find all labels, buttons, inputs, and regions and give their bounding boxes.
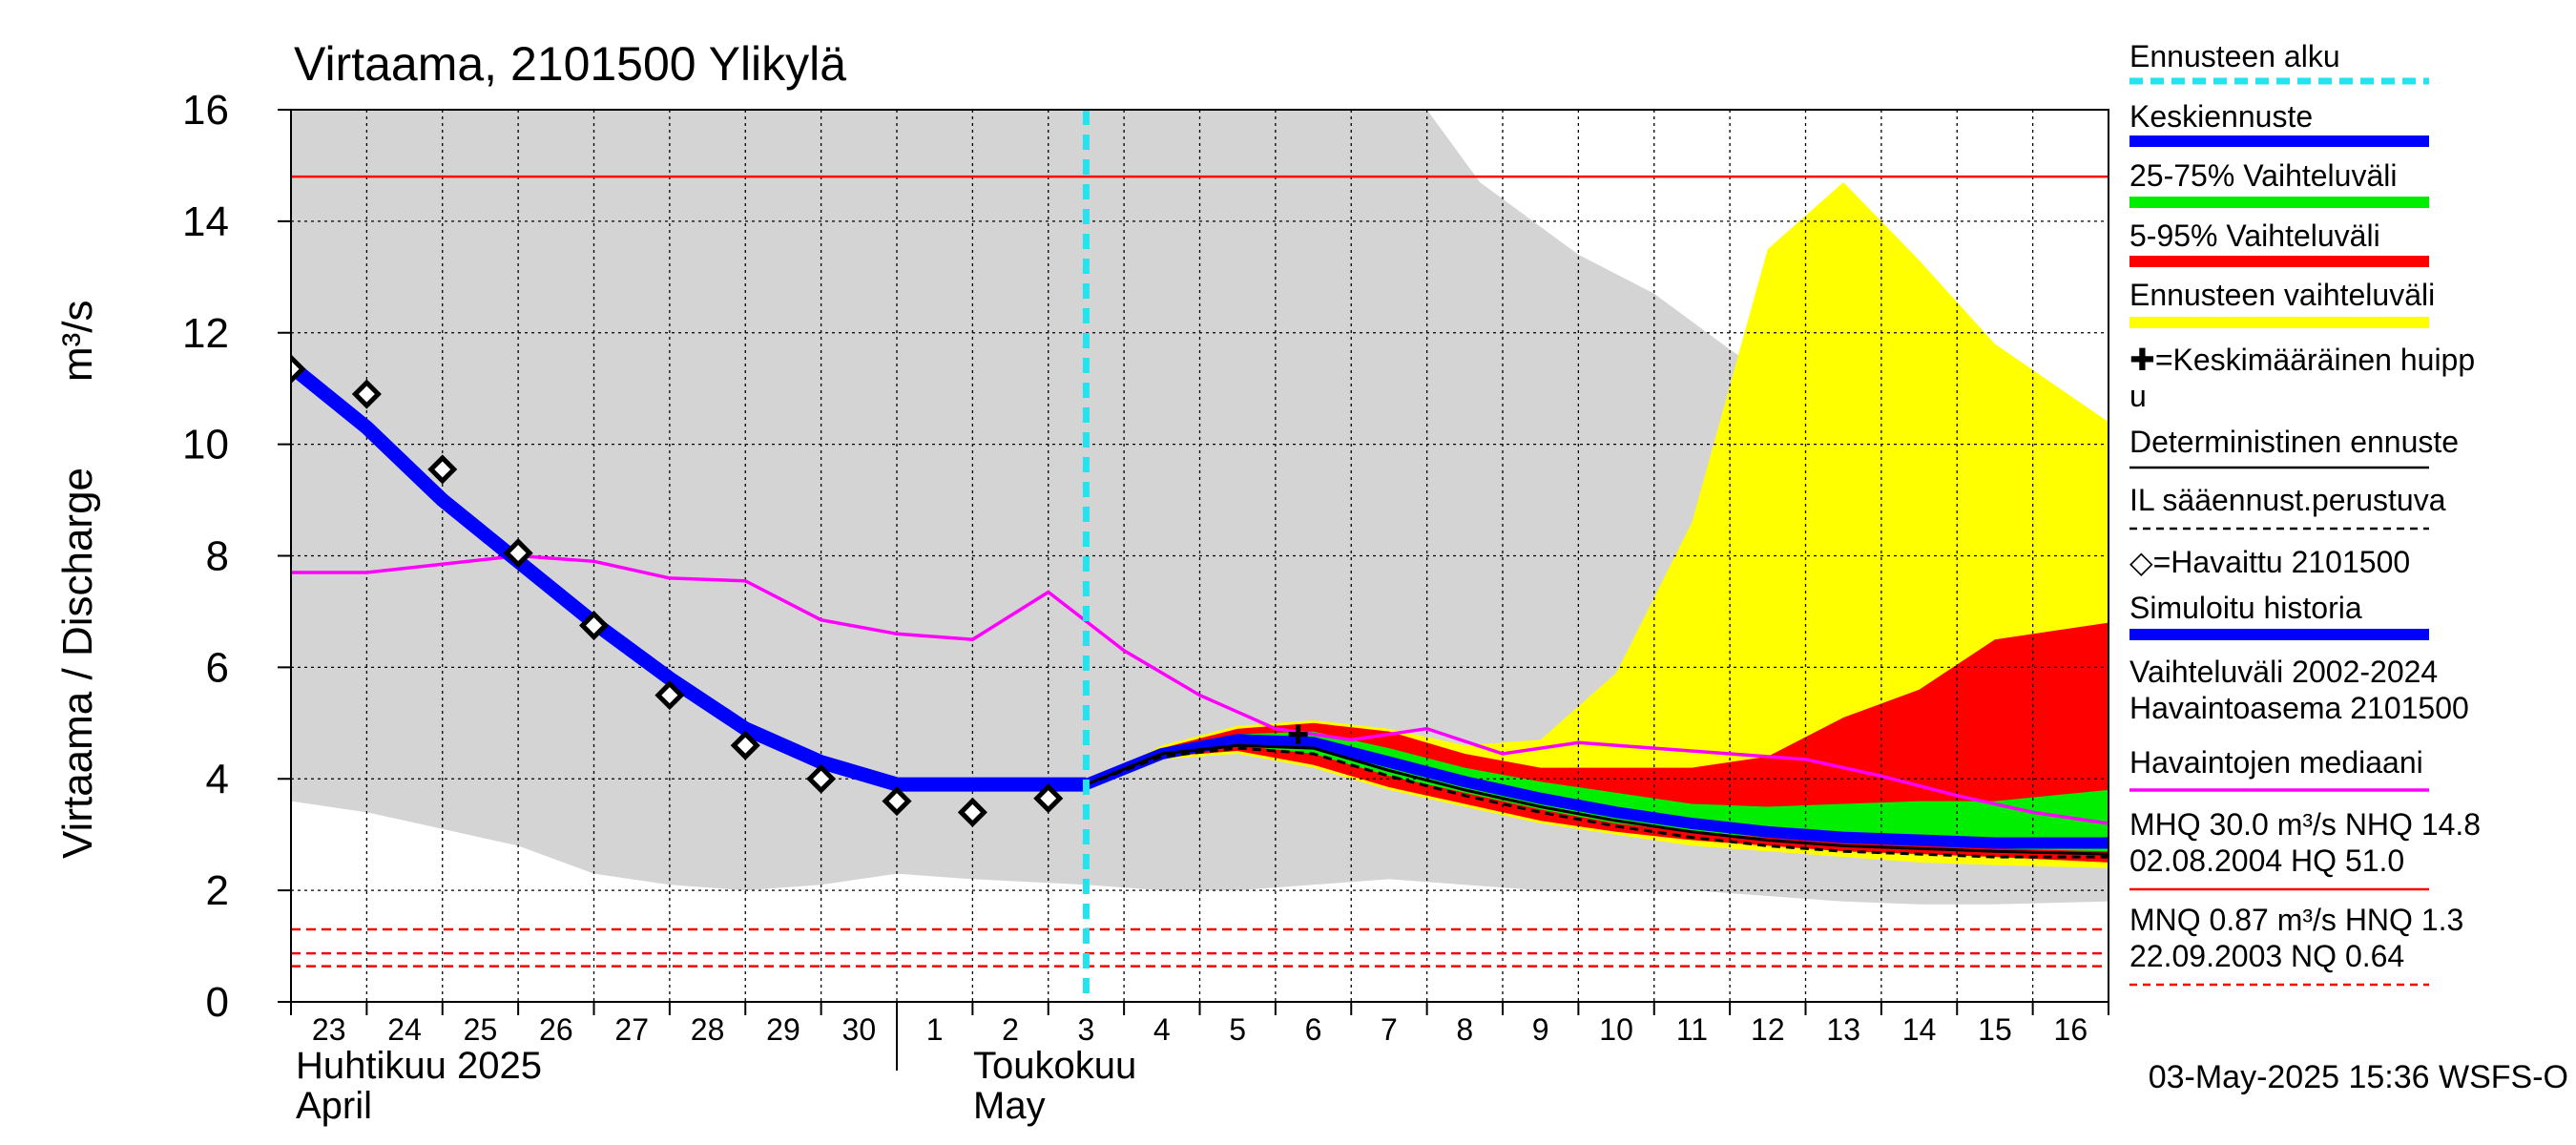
x-day-label: 9: [1532, 1012, 1549, 1047]
observed-point: [578, 611, 610, 641]
legend-label: MHQ 30.0 m³/s NHQ 14.8: [2129, 807, 2481, 842]
observed-point: [654, 680, 685, 711]
legend-label: ✚=Keskimääräinen huipp: [2129, 343, 2475, 377]
month-label-fi: Huhtikuu 2025: [296, 1045, 542, 1087]
x-day-label: 5: [1229, 1012, 1246, 1047]
observed-point: [351, 379, 382, 409]
legend-label-line2: Havaintoasema 2101500: [2129, 691, 2469, 725]
deterministic-forecast-line: [1085, 743, 2109, 856]
il-forecast-line: [1085, 746, 2109, 859]
median-line: [291, 553, 2109, 825]
legend-label: 5-95% Vaihteluväli: [2129, 219, 2380, 253]
legend-label-line2: u: [2129, 379, 2147, 413]
y-tick-label: 16: [182, 87, 229, 134]
range-5-95-band: [1086, 622, 2109, 863]
x-day-label: 13: [1826, 1012, 1860, 1047]
legend-label: Ennusteen alku: [2129, 39, 2340, 73]
legend-label: Simuloitu historia: [2129, 591, 2362, 625]
y-axis-unit: m³/s: [54, 300, 101, 382]
mean-peak-marker: [1288, 724, 1308, 744]
observed-point: [291, 354, 306, 385]
y-tick-label: 12: [182, 310, 229, 357]
x-day-label: 27: [614, 1012, 649, 1047]
x-day-label: 4: [1153, 1012, 1171, 1047]
legend-label: Keskiennuste: [2129, 99, 2313, 134]
month-label-en: April: [296, 1085, 372, 1127]
x-day-label: 24: [387, 1012, 422, 1047]
plot-area: [291, 110, 2109, 1002]
y-tick-label: 4: [206, 756, 229, 802]
observed-point: [957, 797, 987, 827]
plot-content: [291, 110, 2109, 1002]
observed-point: [882, 786, 912, 817]
x-day-label: 11: [1676, 1012, 1708, 1047]
x-day-label: 26: [539, 1012, 573, 1047]
observed-point: [730, 730, 760, 760]
x-day-label: 1: [926, 1012, 944, 1047]
x-day-label: 12: [1751, 1012, 1785, 1047]
y-tick-label: 8: [206, 533, 229, 580]
chart-title: Virtaama, 2101500 Ylikylä: [294, 37, 846, 91]
x-day-label: 2: [1002, 1012, 1019, 1047]
x-day-label: 14: [1902, 1012, 1937, 1047]
timestamp: 03-May-2025 15:36 WSFS-O: [2149, 1059, 2568, 1095]
simulated-history-line: [291, 360, 1087, 792]
legend-label-line2: 02.08.2004 HQ 51.0: [2129, 843, 2404, 878]
x-day-label: 16: [2054, 1012, 2088, 1047]
month-label-en: May: [973, 1085, 1046, 1127]
legend-label: Deterministinen ennuste: [2129, 425, 2459, 459]
x-day-label: 8: [1456, 1012, 1473, 1047]
legend-label: ◇=Havaittu 2101500: [2129, 545, 2410, 579]
y-tick-label: 2: [206, 867, 229, 914]
legend-label: Ennusteen vaihteluväli: [2129, 278, 2435, 312]
month-label-fi: Toukokuu: [973, 1045, 1136, 1087]
legend-label: 25-75% Vaihteluväli: [2129, 158, 2397, 193]
x-day-label: 29: [766, 1012, 800, 1047]
mean-forecast-line: [1084, 734, 2109, 849]
y-tick-label: 6: [206, 644, 229, 691]
y-tick-label: 14: [182, 198, 229, 245]
x-day-label: 15: [1978, 1012, 2012, 1047]
y-tick-label: 10: [182, 422, 229, 468]
observed-point: [503, 538, 533, 569]
x-day-label: 6: [1305, 1012, 1322, 1047]
y-axis-label: Virtaama / Discharge: [54, 468, 101, 859]
observed-point: [806, 763, 837, 794]
x-day-label: 25: [464, 1012, 498, 1047]
observed-point: [427, 454, 458, 485]
x-day-label: 3: [1078, 1012, 1095, 1047]
x-day-label: 28: [691, 1012, 725, 1047]
legend: Ennusteen alku Keskiennuste 25-75% Vaihtel…: [2129, 39, 2481, 987]
x-day-label: 10: [1599, 1012, 1633, 1047]
legend-label: Vaihteluväli 2002-2024: [2129, 655, 2438, 689]
forecast-range-band: [1086, 182, 2109, 868]
legend-label: IL sääennust.perustuva: [2129, 483, 2446, 517]
y-tick-label: 0: [206, 979, 229, 1026]
legend-label: Havaintojen mediaani: [2129, 745, 2423, 780]
observed-point: [1033, 783, 1064, 814]
x-day-label: 23: [312, 1012, 346, 1047]
legend-label: MNQ 0.87 m³/s HNQ 1.3: [2129, 903, 2463, 937]
x-day-label: 7: [1381, 1012, 1398, 1047]
x-day-label: 30: [842, 1012, 877, 1047]
legend-label-line2: 22.09.2003 NQ 0.64: [2129, 939, 2404, 973]
